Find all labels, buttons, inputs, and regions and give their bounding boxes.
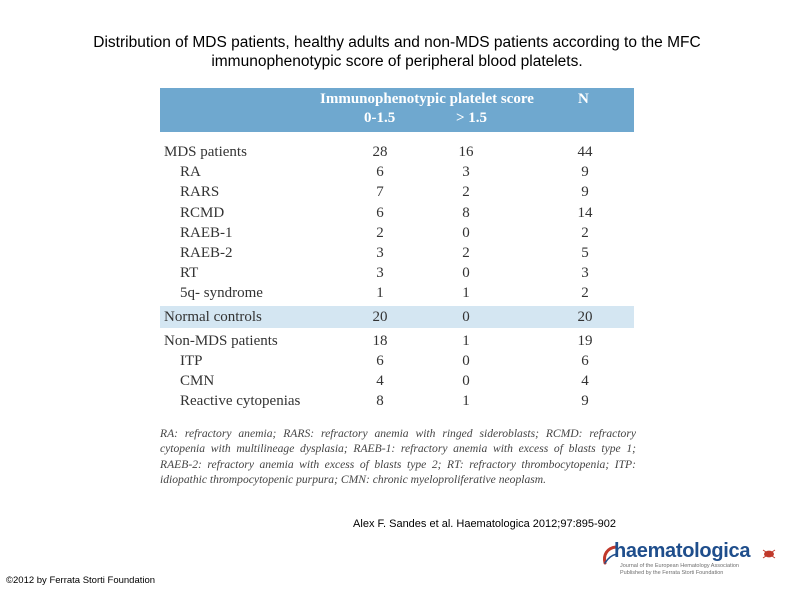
- foundation-emblem-icon: [762, 549, 776, 559]
- cell-n: 20: [577, 308, 593, 325]
- table-row: 5q- syndrome 1 1 2: [160, 283, 634, 303]
- table-body: MDS patients 28 16 44 RA 6 3 9 RARS 7 2 …: [160, 142, 634, 411]
- cell-n: 4: [581, 372, 589, 389]
- row-label: RCMD: [180, 204, 225, 221]
- cell-score-high: 0: [462, 352, 470, 369]
- cell-score-high: 0: [462, 224, 470, 241]
- cell-n: 6: [581, 352, 589, 369]
- cell-n: 14: [577, 204, 593, 221]
- logo-wordmark: haematologica: [614, 540, 751, 562]
- cell-n: 9: [581, 164, 589, 181]
- cell-score-high: 2: [462, 184, 470, 201]
- row-label: Reactive cytopenias: [180, 393, 301, 410]
- cell-score-high: 0: [462, 265, 470, 282]
- header-score: Immunophenotypic platelet score: [320, 91, 534, 107]
- logo-swoosh-icon: [603, 545, 618, 565]
- cell-score-high: 0: [462, 372, 470, 389]
- row-label: RAEB-2: [180, 244, 233, 261]
- row-label: RAEB-1: [180, 224, 233, 241]
- cell-n: 3: [581, 265, 589, 282]
- cell-score-low: 6: [376, 204, 384, 221]
- cell-score-low: 28: [372, 144, 388, 160]
- row-label: RT: [180, 265, 199, 282]
- cell-score-low: 18: [372, 332, 388, 349]
- figure-title: Distribution of MDS patients, healthy ad…: [20, 33, 774, 71]
- logo-tagline-line-2: Published by the Ferrata Storti Foundati…: [620, 569, 724, 576]
- row-label: Non-MDS patients: [164, 332, 278, 349]
- cell-score-high: 8: [462, 204, 470, 221]
- cell-score-low: 6: [376, 352, 384, 369]
- table-row-highlighted: Normal controls 20 0 20: [160, 305, 634, 328]
- data-table: Immunophenotypic platelet score N 0-1.5 …: [160, 88, 634, 411]
- cell-score-high: 3: [462, 164, 470, 181]
- table-row: ITP 6 0 6: [160, 351, 634, 371]
- cell-score-high: 16: [458, 144, 474, 160]
- cell-score-low: 1: [376, 285, 384, 302]
- table-row: RA 6 3 9: [160, 162, 634, 182]
- table-row: RARS 7 2 9: [160, 182, 634, 202]
- row-label: 5q- syndrome: [180, 285, 263, 302]
- cell-score-high: 1: [462, 332, 470, 349]
- cell-n: 9: [581, 184, 589, 201]
- title-line-1: Distribution of MDS patients, healthy ad…: [93, 34, 701, 51]
- table-row: Reactive cytopenias 8 1 9: [160, 391, 634, 411]
- cell-n: 9: [581, 393, 589, 410]
- cell-score-low: 7: [376, 184, 384, 201]
- table-row: RCMD 6 8 14: [160, 203, 634, 223]
- cell-n: 5: [581, 244, 589, 261]
- row-label: RARS: [180, 184, 220, 201]
- table-row: RAEB-1 2 0 2: [160, 223, 634, 243]
- cell-n: 19: [577, 332, 593, 349]
- row-label: ITP: [180, 352, 203, 369]
- cell-score-high: 2: [462, 244, 470, 261]
- cell-score-low: 3: [376, 244, 384, 261]
- header-score-high: > 1.5: [456, 110, 488, 126]
- logo-tagline-line-1: Journal of the European Hematology Assoc…: [620, 563, 739, 569]
- cell-score-low: 6: [376, 164, 384, 181]
- cell-n: 2: [581, 224, 589, 241]
- cell-score-low: 2: [376, 224, 384, 241]
- citation: Alex F. Sandes et al. Haematologica 2012…: [353, 518, 616, 530]
- cell-score-low: 20: [372, 308, 388, 325]
- row-label: Normal controls: [164, 308, 262, 325]
- table-row: RAEB-2 3 2 5: [160, 243, 634, 263]
- table-row: Non-MDS patients 18 1 19: [160, 331, 634, 351]
- row-label: MDS patients: [164, 144, 247, 160]
- table-row: RT 3 0 3: [160, 263, 634, 283]
- cell-n: 2: [581, 285, 589, 302]
- table-footnote: RA: refractory anemia; RARS: refractory …: [160, 427, 636, 486]
- header-score-low: 0-1.5: [364, 110, 396, 126]
- cell-score-high: 0: [462, 308, 470, 325]
- cell-score-low: 3: [376, 265, 384, 282]
- copyright: ©2012 by Ferrata Storti Foundation: [6, 575, 156, 586]
- cell-score-high: 1: [462, 393, 470, 410]
- cell-score-low: 8: [376, 393, 384, 410]
- cell-n: 44: [577, 144, 593, 160]
- table-row: MDS patients 28 16 44: [160, 142, 634, 162]
- cell-score-low: 4: [376, 372, 384, 389]
- cell-score-high: 1: [462, 285, 470, 302]
- header-n: N: [578, 91, 589, 107]
- row-label: CMN: [180, 372, 215, 389]
- logo-tagline: Journal of the European Hematology Assoc…: [620, 563, 739, 576]
- table-row: CMN 4 0 4: [160, 371, 634, 391]
- title-line-2: immunophenotypic score of peripheral blo…: [211, 53, 583, 70]
- haematologica-logo: haematologica Journal of the European He…: [600, 540, 780, 577]
- row-label: RA: [180, 164, 201, 181]
- table-header: Immunophenotypic platelet score N 0-1.5 …: [160, 88, 634, 132]
